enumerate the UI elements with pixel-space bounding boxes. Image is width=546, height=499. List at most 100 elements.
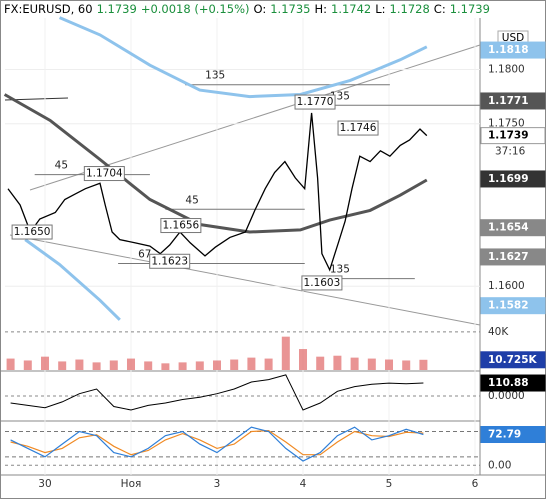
annotation-box <box>294 94 336 110</box>
price-tag <box>480 127 546 145</box>
annotation-label: 1.1650 <box>14 226 51 238</box>
price-tag-label: 72.79 <box>488 429 521 441</box>
volume-bar <box>350 357 359 370</box>
x-tick-label: Ноя <box>121 478 142 490</box>
price-tag-label: 1.1771 <box>488 95 529 107</box>
volume-bar <box>281 336 290 370</box>
h-label: H: <box>314 2 327 16</box>
x-tick-label: 5 <box>386 478 393 490</box>
annotation-label: 1.1746 <box>340 122 377 134</box>
low: 1.1728 <box>389 2 430 16</box>
volume-bar <box>126 358 135 370</box>
volume-bar <box>419 359 428 370</box>
volume-bar <box>144 361 153 370</box>
pane: 40K 10.725K <box>5 326 546 370</box>
price-tag <box>480 248 546 266</box>
volume-bar <box>402 360 411 370</box>
volume-bar <box>6 358 15 370</box>
annotation-box <box>160 218 202 234</box>
volume-bar <box>230 359 239 370</box>
level-label: 45 <box>185 194 198 206</box>
volume-bar <box>299 349 308 370</box>
countdown: 37:16 <box>495 146 526 158</box>
volume-bar <box>264 358 273 370</box>
level-label: 45 <box>55 160 68 172</box>
level-label: 135 <box>205 70 225 82</box>
annotation-box <box>149 253 191 269</box>
price-tag-label: 110.88 <box>488 377 529 389</box>
series-line <box>10 374 424 411</box>
price-tag <box>480 170 546 188</box>
volume-bar <box>367 358 376 370</box>
y-tick-label: 1.1750 <box>488 118 525 130</box>
price-tag-label: 10.725K <box>488 354 538 366</box>
annotation-label: 1.1603 <box>304 277 341 289</box>
close: 1.1739 <box>449 2 490 16</box>
volume-bar <box>161 363 170 370</box>
annotation-box <box>83 166 125 182</box>
price-tag <box>480 41 546 59</box>
currency: USD <box>502 32 524 44</box>
level-label: 135 <box>330 264 350 276</box>
price-tag-label: 1.1739 <box>488 130 529 142</box>
volume-bar <box>385 359 394 370</box>
volume-bar <box>247 357 256 370</box>
pane: 0.00 72.79 <box>5 426 546 471</box>
last-price: 1.1739 <box>96 2 137 16</box>
y-tick-label: 1.1800 <box>488 64 525 76</box>
price-tag <box>480 297 546 315</box>
x-tick-label: 3 <box>214 478 221 490</box>
volume-bar <box>109 360 118 370</box>
symbol: FX:EURUSD, 60 <box>4 2 93 16</box>
high: 1.1742 <box>331 2 372 16</box>
l-label: L: <box>375 2 386 16</box>
c-label: C: <box>433 2 446 16</box>
series-line <box>10 429 424 456</box>
price-tag-label: 1.1818 <box>488 44 529 56</box>
change: +0.0018 (+0.15%) <box>140 2 250 16</box>
annotation-label: 1.1656 <box>163 220 200 232</box>
y-tick-label: 40K <box>488 326 509 338</box>
volume-bar <box>40 356 49 370</box>
x-tick-label: 6 <box>472 478 479 490</box>
y-tick-label: 1.1600 <box>488 280 525 292</box>
o-label: O: <box>253 2 267 16</box>
volume-bar <box>58 361 67 370</box>
volume-bar <box>333 355 342 370</box>
annotation-label: 1.1704 <box>86 168 123 180</box>
series-line <box>7 112 428 272</box>
x-tick-label: 4 <box>300 478 307 490</box>
price-tag <box>480 426 546 444</box>
volume-bar <box>178 362 187 370</box>
annotation-box <box>11 224 53 240</box>
price-tag <box>480 351 546 369</box>
level-label: 67 <box>138 248 151 260</box>
y-tick-label: 0.0000 <box>488 390 525 402</box>
volume-bar <box>75 359 84 370</box>
header: FX:EURUSD, 60 1.1739 +0.0018 (+0.15%) O:… <box>4 2 490 16</box>
volume-bar <box>316 356 325 370</box>
volume-bar <box>195 361 204 370</box>
series-line <box>3 93 428 234</box>
price-tag <box>480 219 546 237</box>
price-tag <box>480 374 546 392</box>
price-tag-label: 1.1627 <box>488 251 529 263</box>
price-tag-label: 1.1654 <box>488 222 529 234</box>
volume-bar <box>212 360 221 370</box>
annotation-label: 1.1623 <box>151 255 188 267</box>
y-tick-label: 0.00 <box>488 459 511 471</box>
price-tag-label: 1.1699 <box>488 173 529 185</box>
volume-bar <box>92 362 101 370</box>
price-tag-label: 1.1582 <box>488 300 529 312</box>
annotation-label: 1.1770 <box>297 96 334 108</box>
volume-bar <box>23 360 32 370</box>
price-tag <box>480 92 546 110</box>
series-line <box>59 16 428 99</box>
trend-line <box>9 234 481 326</box>
open: 1.1735 <box>270 2 311 16</box>
